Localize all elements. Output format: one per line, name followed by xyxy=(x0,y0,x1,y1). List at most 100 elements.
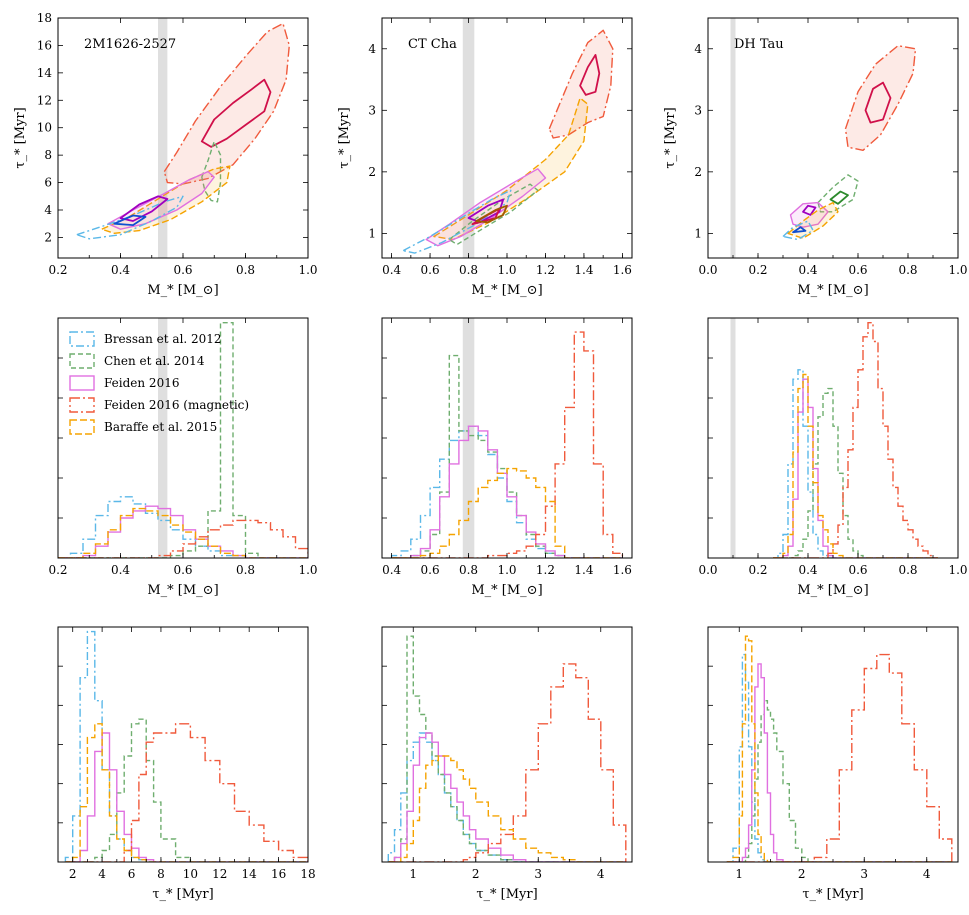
contour-2m1626-xtick-label: 0.4 xyxy=(111,263,130,277)
mass-hist-dhtau-xlabel: M_* [M_⊙] xyxy=(797,583,868,598)
mass-hist-ctcha-xtick-label: 1.0 xyxy=(497,563,516,577)
legend-swatch-baraffe xyxy=(69,419,95,435)
age-hist-dhtau-series-chen xyxy=(726,700,952,862)
legend: Bressan et al. 2012 Chen et al. 2014 Feide… xyxy=(69,331,249,435)
age-hist-2m1626-series-baraffe xyxy=(65,723,308,862)
contour-2m1626-plot-area xyxy=(76,18,290,258)
contour-dhtau-contour-feiden-inner xyxy=(802,204,817,216)
contour-ctcha-contour-baraffe-outer xyxy=(433,97,589,241)
contour-dhtau-ytick-label: 3 xyxy=(694,103,702,117)
contour-ctcha-ylabel: τ_* [Myr] xyxy=(337,107,352,168)
mass-hist-dhtau-plot-area xyxy=(730,318,938,558)
mass-hist-dhtau-xtick-label: 0.8 xyxy=(898,563,917,577)
contour-dhtau-contour-chen-inner xyxy=(829,190,849,205)
mass-hist-dhtau-xtick-label: 0.0 xyxy=(698,563,717,577)
panel-contour-dhtau: 0.0 0.2 0.4 0.6 0.8 1.0 1 2 3 4 τ_* [Myr] DH Tau M_*… xyxy=(663,17,968,298)
contour-dhtau-frame xyxy=(707,17,959,259)
contour-2m1626-xtick-label: 1.0 xyxy=(298,263,317,277)
panel-mass-hist-dhtau: 0.0 0.2 0.4 0.6 0.8 1.0 M_* [M_⊙] xyxy=(698,317,968,598)
mass-hist-ctcha-plot-area xyxy=(390,318,624,558)
mass-hist-ctcha-xtick-label: 0.4 xyxy=(382,563,401,577)
contour-ctcha-xtick-label: 0.4 xyxy=(382,263,401,277)
contour-2m1626-contour-bressan-inner xyxy=(113,214,147,226)
mass-hist-ctcha-xlabel: M_* [M_⊙] xyxy=(471,583,542,598)
contour-ctcha-xtick-label: 0.6 xyxy=(421,263,440,277)
contour-ctcha-contour-bressan-outer xyxy=(402,189,512,254)
mass-hist-ctcha-series-chen xyxy=(391,354,623,558)
contour-2m1626-ylabel: τ_* [Myr] xyxy=(13,107,28,168)
contour-2m1626-contour-feiden-inner xyxy=(119,195,169,222)
contour-ctcha-xtick-label: 1.0 xyxy=(497,263,516,277)
contour-dhtau-xtick-label: 1.0 xyxy=(948,263,967,277)
mass-hist-dhtau-series-feiden_mag xyxy=(773,322,938,558)
contour-dhtau-xtick-label: 0.0 xyxy=(698,263,717,277)
age-hist-dhtau-xtick-label: 2 xyxy=(798,867,806,881)
contour-2m1626-ytick-label: 2 xyxy=(44,230,52,244)
contour-ctcha-xtick-label: 1.2 xyxy=(536,263,555,277)
mass-hist-2m1626-xlabel: M_* [M_⊙] xyxy=(147,583,218,598)
panel-mass-hist-2m1626: 0.2 0.4 0.6 0.8 1.0 M_* [M_⊙] xyxy=(48,317,318,598)
age-hist-ctcha-series-baraffe xyxy=(388,755,626,862)
age-hist-dhtau-plot-area xyxy=(726,635,953,862)
mass-hist-2m1626-xtick-label: 0.6 xyxy=(173,563,192,577)
mass-hist-dhtau-frame xyxy=(707,317,959,559)
contour-dhtau-xtick-label: 0.4 xyxy=(798,263,817,277)
contour-dhtau-reference-band xyxy=(730,18,736,258)
contour-ctcha-contour-feiden_mag-inner xyxy=(579,54,601,96)
mass-hist-2m1626-xtick-label: 0.4 xyxy=(111,563,130,577)
contour-dhtau-xtick-label: 0.6 xyxy=(848,263,867,277)
contour-dhtau-contour-chen-outer xyxy=(817,174,859,213)
age-hist-ctcha-xtick-label: 4 xyxy=(597,867,605,881)
age-hist-2m1626-xlabel: τ_* [Myr] xyxy=(152,887,213,902)
legend-label-chen: Chen et al. 2014 xyxy=(104,354,205,368)
contour-dhtau-contour-baraffe-outer xyxy=(787,201,839,239)
mass-hist-dhtau-series-chen xyxy=(773,387,938,558)
mass-hist-dhtau-xtick-label: 0.4 xyxy=(798,563,817,577)
contour-ctcha-ytick-label: 4 xyxy=(368,42,376,56)
contour-dhtau-ytick-label: 1 xyxy=(694,226,702,240)
panel-age-hist-2m1626: 2 4 6 8 10 12 14 16 18 τ_* [Myr] xyxy=(57,626,316,902)
age-hist-dhtau-xtick-label: 1 xyxy=(735,867,743,881)
age-hist-ctcha-xtick-label: 2 xyxy=(472,867,480,881)
mass-hist-2m1626-reference-band xyxy=(158,318,168,558)
age-hist-ctcha-series-feiden_mag xyxy=(388,663,627,862)
contour-2m1626-contour-feiden_mag-inner xyxy=(200,78,272,148)
age-hist-2m1626-xtick-label: 12 xyxy=(212,867,227,881)
age-hist-2m1626-xtick-label: 16 xyxy=(271,867,286,881)
mass-hist-dhtau-xtick-label: 0.2 xyxy=(748,563,767,577)
contour-dhtau-xlabel: M_* [M_⊙] xyxy=(797,283,868,298)
contour-dhtau-plot-area xyxy=(730,18,917,258)
contour-2m1626-ytick-label: 10 xyxy=(37,121,52,135)
contour-2m1626-xtick-label: 0.2 xyxy=(48,263,67,277)
age-hist-dhtau-xtick-label: 4 xyxy=(923,867,931,881)
contour-dhtau-ylabel: τ_* [Myr] xyxy=(663,107,678,168)
contour-ctcha-contour-chen-outer xyxy=(448,183,539,246)
age-hist-ctcha-series-chen xyxy=(388,635,626,862)
mass-hist-2m1626-series-chen xyxy=(58,322,308,558)
contour-2m1626-ytick-label: 4 xyxy=(44,203,52,217)
contour-ctcha-plot-area xyxy=(402,18,614,258)
age-hist-ctcha-series-bressan xyxy=(387,732,626,862)
contour-2m1626-ytick-label: 14 xyxy=(37,66,53,80)
panel-contour-2m1626: 0.2 0.4 0.6 0.8 1.0 2 4 6 8 10 12 14 16 18 τ_* [Myr] 2M… xyxy=(13,11,318,298)
legend-swatch-feiden xyxy=(69,375,95,391)
age-hist-2m1626-xtick-label: 2 xyxy=(69,867,77,881)
contour-ctcha-xtick-label: 1.4 xyxy=(574,263,593,277)
panel-contour-ctcha: 0.4 0.6 0.8 1.0 1.2 1.4 1.6 1 2 3 4 τ_* [Myr] CT Cha… xyxy=(337,17,633,298)
contour-ctcha-object-title: CT Cha xyxy=(408,37,457,52)
age-hist-dhtau-xtick-label: 3 xyxy=(860,867,868,881)
panel-mass-hist-ctcha: 0.4 0.6 0.8 1.0 1.2 1.4 1.6 M_* [M_⊙] xyxy=(381,317,633,598)
age-hist-ctcha-xtick-label: 3 xyxy=(534,867,542,881)
legend-label-bressan: Bressan et al. 2012 xyxy=(104,332,222,346)
legend-swatch-feiden_mag xyxy=(69,397,95,413)
contour-2m1626-contour-chen-outer xyxy=(201,140,222,203)
mass-hist-ctcha-xtick-label: 1.2 xyxy=(536,563,555,577)
age-hist-dhtau-series-feiden_mag xyxy=(726,653,953,862)
contour-ctcha-ytick-label: 2 xyxy=(368,165,376,179)
contour-2m1626-ytick-label: 8 xyxy=(44,148,52,162)
contour-2m1626-xlabel: M_* [M_⊙] xyxy=(147,283,218,298)
legend-label-feiden_mag: Feiden 2016 (magnetic) xyxy=(104,398,249,412)
contour-2m1626-xtick-label: 0.6 xyxy=(173,263,192,277)
contour-2m1626-reference-band xyxy=(158,18,168,258)
mass-hist-2m1626-xtick-label: 0.8 xyxy=(236,563,255,577)
